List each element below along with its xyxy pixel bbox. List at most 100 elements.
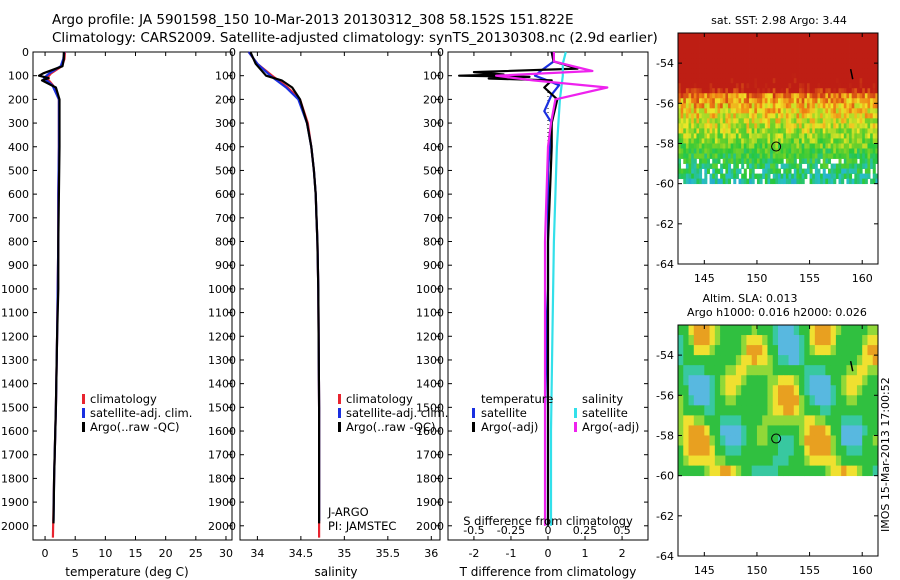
depth-tick-label: 300 — [423, 117, 444, 130]
map-cell — [720, 173, 724, 180]
map-cell — [801, 68, 805, 74]
map-cell — [785, 43, 789, 49]
map-cell — [751, 78, 755, 84]
map-cell — [801, 63, 805, 69]
map-cell — [751, 395, 758, 406]
map-cell — [846, 88, 850, 94]
map-cell — [820, 395, 826, 406]
map-cell — [788, 325, 795, 336]
map-cell — [835, 73, 839, 79]
map-cell — [856, 33, 860, 39]
map-cell — [864, 73, 868, 79]
map-cell — [841, 48, 845, 54]
map-cell — [756, 465, 763, 477]
map-cell — [717, 63, 721, 69]
map-cell — [793, 73, 797, 79]
legend-label-argo: Argo(..raw -QC) — [90, 420, 180, 434]
map-cell — [799, 335, 805, 346]
map-cell — [814, 465, 821, 477]
map-cell — [701, 93, 705, 99]
map-cell — [867, 435, 874, 446]
map-cell — [799, 325, 805, 336]
map-cell — [741, 385, 747, 396]
map-cell — [804, 118, 808, 124]
map-cell — [835, 355, 842, 366]
map-cell — [799, 375, 805, 386]
map-cell — [864, 93, 868, 99]
map-cell — [788, 168, 792, 175]
map-cell — [809, 143, 813, 149]
map-cell — [801, 138, 805, 144]
map-cell — [778, 173, 782, 180]
map-cell — [688, 163, 692, 169]
map-cell — [767, 385, 774, 396]
map-cell — [785, 33, 789, 39]
depth-tick-label: 700 — [215, 212, 236, 225]
map-cell — [801, 148, 805, 154]
map-cell — [846, 375, 853, 386]
map-cell — [856, 148, 860, 154]
map-cell — [833, 163, 837, 169]
map-cell — [746, 78, 750, 84]
map-cell — [862, 425, 868, 436]
map-cell — [793, 118, 797, 124]
map-cell — [756, 435, 763, 446]
map-cell — [688, 153, 692, 159]
map-cell — [793, 108, 797, 114]
map-cell — [864, 98, 868, 104]
map-cell — [856, 83, 860, 89]
map-cell — [780, 73, 784, 79]
map-cell — [870, 143, 874, 149]
map-cell — [701, 123, 705, 129]
map-cell — [856, 173, 860, 180]
map-cell — [875, 88, 879, 94]
map-cell — [735, 345, 742, 356]
map-cell — [749, 78, 753, 84]
map-cell — [691, 178, 695, 185]
map-cell — [783, 153, 787, 159]
map-cell — [783, 93, 787, 99]
map-cell — [846, 455, 853, 467]
map-cell — [749, 33, 753, 39]
map-cell — [688, 83, 692, 89]
map-cell — [712, 48, 716, 54]
map-cell — [746, 435, 753, 446]
map-x-tick-label: 155 — [799, 272, 820, 285]
map-cell — [835, 425, 842, 436]
map-cell — [767, 113, 771, 119]
map-cell — [801, 173, 805, 180]
map-cell — [862, 143, 866, 149]
map-cell — [788, 173, 792, 180]
map-cell — [730, 425, 737, 436]
map-cell — [809, 345, 816, 356]
map-cell — [791, 118, 795, 124]
map-cell — [793, 385, 800, 396]
map-cell — [701, 153, 705, 159]
map-y-tick-label: -60 — [656, 178, 674, 191]
map-cell — [714, 43, 718, 49]
map-cell — [809, 33, 813, 39]
map-cell — [762, 58, 766, 64]
map-cell — [838, 63, 842, 69]
map-cell — [749, 118, 753, 124]
map-cell — [791, 158, 795, 164]
map-cell — [809, 173, 813, 180]
map-cell — [714, 93, 718, 99]
map-cell — [849, 108, 853, 114]
map-cell — [799, 138, 803, 144]
map-cell — [843, 118, 847, 124]
map-cell — [825, 325, 832, 336]
map-cell — [851, 143, 855, 149]
map-cell — [793, 425, 800, 436]
map-cell — [725, 123, 729, 129]
map-cell — [730, 385, 737, 396]
map-cell — [799, 178, 803, 185]
map-cell — [749, 38, 753, 44]
map-cell — [735, 355, 742, 366]
map-cell — [767, 88, 771, 94]
map-cell — [704, 73, 708, 79]
map-cell — [725, 163, 729, 169]
map-cell — [775, 38, 779, 44]
map-cell — [693, 465, 700, 477]
map-cell — [822, 93, 826, 99]
